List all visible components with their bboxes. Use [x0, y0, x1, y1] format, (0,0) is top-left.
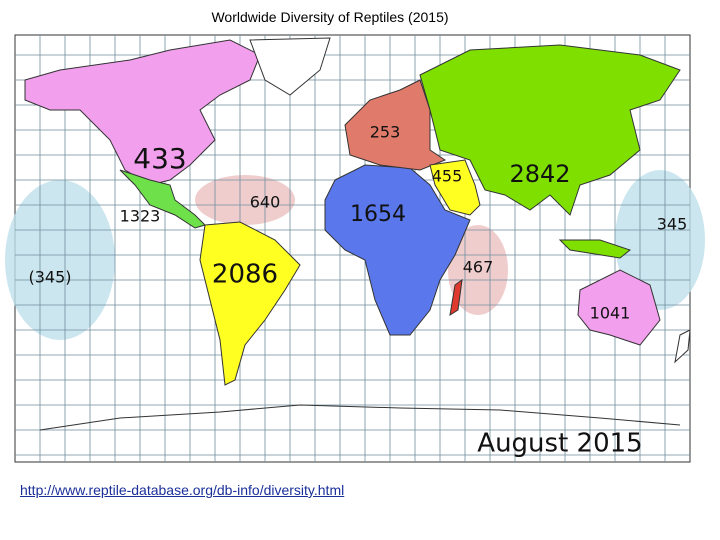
region-label: 345 — [657, 215, 688, 234]
region-label: (345) — [28, 268, 71, 287]
region-label: 1654 — [350, 202, 406, 227]
title: Worldwide Diversity of Reptiles (2015) — [211, 9, 449, 25]
region-label: 433 — [133, 142, 186, 175]
region-label: 640 — [250, 193, 281, 212]
link[interactable]: http://www.reptile-database.org/db-info/… — [20, 482, 345, 498]
region-label: 467 — [463, 258, 494, 277]
labels: 433 1323 640 2086 (345) 253 1654 455 2842 467 345 1… — [28, 123, 687, 459]
date-label: August 2015 — [477, 429, 642, 459]
region-label: 455 — [432, 167, 463, 186]
region-label: 2842 — [509, 160, 570, 188]
continents — [24, 37, 691, 431]
region-label: 1323 — [120, 207, 161, 226]
region-label: 2086 — [212, 260, 278, 290]
region-label: 1041 — [590, 304, 631, 323]
region-label: 253 — [370, 123, 401, 142]
